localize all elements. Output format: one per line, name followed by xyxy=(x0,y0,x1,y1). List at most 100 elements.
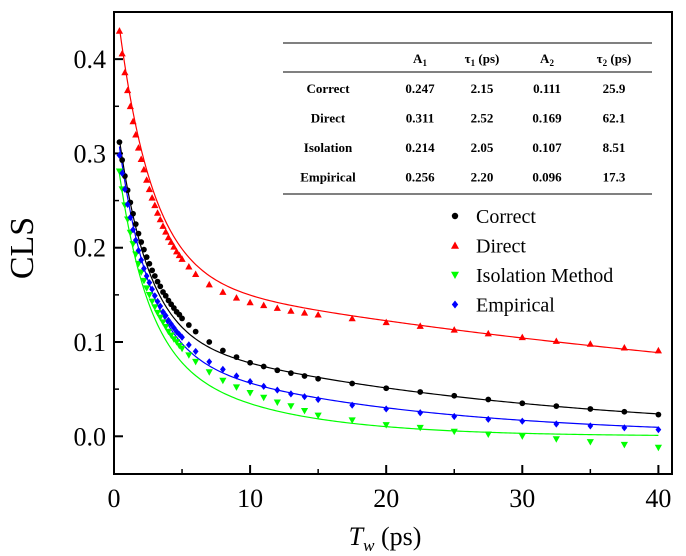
table-cell: 0.256 xyxy=(405,170,435,185)
data-point xyxy=(621,408,628,415)
data-point xyxy=(140,277,148,285)
data-point xyxy=(192,270,200,277)
data-point xyxy=(151,201,159,209)
data-point xyxy=(205,369,213,376)
data-point xyxy=(451,212,459,220)
data-point xyxy=(586,340,594,347)
x-axis-label-main: T xyxy=(349,522,365,551)
data-point xyxy=(247,378,253,386)
data-point xyxy=(173,328,180,336)
data-point xyxy=(141,246,147,253)
data-point xyxy=(143,272,150,280)
data-point xyxy=(179,315,185,322)
data-point xyxy=(621,424,628,432)
data-point xyxy=(587,406,594,412)
data-point xyxy=(314,311,322,318)
y-tick-label: 0.0 xyxy=(74,422,107,451)
data-point xyxy=(314,412,322,420)
x-tick-label: 20 xyxy=(373,484,399,513)
data-point xyxy=(153,209,162,216)
data-point xyxy=(192,328,199,335)
data-point xyxy=(151,273,158,279)
data-point xyxy=(301,373,308,379)
fit-curve xyxy=(118,173,659,436)
data-point xyxy=(287,307,295,314)
data-point xyxy=(134,260,143,268)
legend: Correct Direct Isolation Method Empirical xyxy=(451,206,613,317)
table-row-label: Direct xyxy=(311,111,346,126)
data-point xyxy=(154,278,161,285)
data-point xyxy=(185,341,192,349)
data-point xyxy=(115,168,124,175)
data-point xyxy=(115,27,124,34)
data-point xyxy=(246,298,254,306)
data-point xyxy=(519,400,526,407)
table-cell: 2.05 xyxy=(471,140,494,155)
table-header: τ2 (ps) xyxy=(597,51,632,68)
data-point xyxy=(484,329,492,337)
data-point xyxy=(119,169,126,177)
data-point xyxy=(138,256,145,264)
data-point xyxy=(273,399,281,406)
y-axis-label: CLS xyxy=(4,217,41,279)
data-point xyxy=(167,332,175,339)
data-point xyxy=(246,390,254,397)
data-point xyxy=(451,241,459,249)
data-point xyxy=(157,283,164,290)
data-point xyxy=(151,292,158,300)
data-point xyxy=(146,260,153,267)
data-point xyxy=(148,194,156,201)
data-point xyxy=(132,236,139,244)
data-point xyxy=(485,396,492,403)
data-point xyxy=(232,384,241,391)
data-point xyxy=(137,155,145,162)
data-point xyxy=(416,322,424,329)
data-point xyxy=(206,358,213,366)
data-point xyxy=(451,392,458,399)
data-point xyxy=(383,385,390,392)
data-point xyxy=(587,422,594,430)
data-markers xyxy=(115,27,662,452)
table-cell: 17.3 xyxy=(603,170,626,185)
data-point xyxy=(185,322,192,328)
data-point xyxy=(288,370,294,376)
data-point xyxy=(382,318,390,326)
data-point xyxy=(143,254,150,261)
legend-label: Direct xyxy=(476,236,526,258)
table-cell: 8.51 xyxy=(603,140,626,155)
data-point xyxy=(162,324,170,331)
fit-curve xyxy=(118,146,659,428)
table-cell: 0.096 xyxy=(532,170,562,185)
tick-layer: 0 10 20 30 40 0.0 0.1 0.2 0.3 0.4 xyxy=(74,11,671,513)
data-point xyxy=(164,328,173,336)
data-point xyxy=(173,339,181,346)
data-point xyxy=(129,241,137,248)
data-point xyxy=(135,246,142,255)
data-point xyxy=(655,411,662,418)
table-header: A1 xyxy=(413,51,427,68)
data-point xyxy=(178,345,186,353)
data-point xyxy=(315,395,322,404)
data-point xyxy=(159,319,167,326)
data-point xyxy=(171,324,177,332)
y-tick-label: 0.2 xyxy=(74,234,107,263)
data-point xyxy=(127,213,134,222)
data-point xyxy=(140,165,148,173)
data-point xyxy=(260,382,267,390)
data-point xyxy=(135,230,142,237)
data-point xyxy=(151,304,159,311)
data-point xyxy=(130,210,136,217)
data-point xyxy=(132,130,140,138)
data-point xyxy=(484,431,492,438)
data-point xyxy=(348,314,356,322)
data-point xyxy=(122,185,128,193)
data-point xyxy=(219,347,226,354)
data-point xyxy=(173,247,181,255)
data-point xyxy=(451,300,459,309)
data-point xyxy=(260,394,268,402)
fit-curves xyxy=(118,27,659,436)
data-point xyxy=(156,314,164,322)
data-point xyxy=(148,298,156,306)
x-axis-label-unit: (ps) xyxy=(374,522,421,551)
data-point xyxy=(219,377,227,385)
